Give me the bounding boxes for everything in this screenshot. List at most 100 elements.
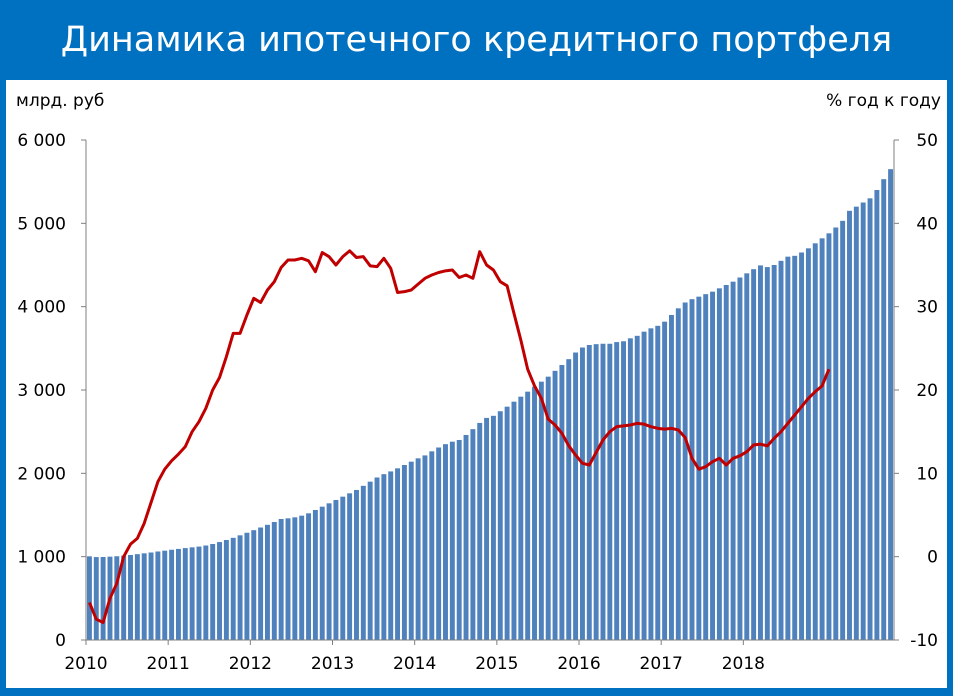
portfolio-bar	[785, 256, 791, 640]
portfolio-bar	[429, 451, 435, 640]
portfolio-bar	[689, 299, 695, 640]
portfolio-bar	[655, 325, 661, 640]
portfolio-bar	[477, 422, 483, 640]
portfolio-bar	[778, 260, 784, 640]
right-tick-label: 40	[916, 214, 938, 234]
portfolio-bar	[812, 243, 818, 640]
portfolio-bar	[148, 552, 154, 640]
portfolio-bar	[292, 517, 298, 640]
portfolio-bar	[758, 265, 763, 640]
portfolio-bar	[128, 555, 133, 640]
portfolio-bars	[86, 169, 894, 641]
chart-title: Динамика ипотечного кредитного портфеля	[60, 20, 893, 60]
portfolio-bar	[532, 386, 537, 640]
portfolio-bar	[354, 490, 359, 640]
portfolio-bar	[552, 370, 558, 640]
portfolio-bar	[312, 510, 318, 640]
right-tick-labels: -10 0 10 20 30 40 50	[910, 131, 938, 651]
right-tick-label: 0	[927, 548, 938, 568]
portfolio-bar	[347, 493, 353, 640]
portfolio-bar	[614, 342, 620, 640]
portfolio-bar	[751, 269, 757, 640]
portfolio-bar	[264, 524, 270, 640]
portfolio-bar	[607, 343, 613, 640]
portfolio-bar	[888, 169, 894, 641]
portfolio-bar	[326, 503, 332, 640]
portfolio-bar	[470, 429, 476, 640]
portfolio-bar	[504, 406, 510, 640]
portfolio-bar	[114, 556, 120, 640]
axes	[81, 139, 899, 645]
portfolio-bar	[456, 440, 462, 640]
portfolio-bar	[668, 315, 674, 640]
portfolio-bar	[169, 549, 175, 640]
portfolio-bar	[648, 328, 654, 640]
portfolio-bar	[436, 447, 442, 640]
portfolio-bar	[271, 522, 277, 640]
x-tick-label: 2016	[557, 654, 600, 674]
portfolio-bar	[189, 547, 195, 640]
portfolio-bar	[737, 277, 743, 640]
portfolio-bar	[443, 444, 448, 640]
portfolio-bar	[251, 530, 257, 640]
left-tick-label: 5 000	[17, 214, 66, 234]
portfolio-bar	[833, 227, 839, 640]
x-tick-label: 2018	[722, 654, 765, 674]
portfolio-bar	[196, 546, 202, 640]
portfolio-bar	[484, 417, 490, 640]
portfolio-bar	[518, 396, 524, 640]
portfolio-bar	[490, 415, 496, 640]
portfolio-bar	[716, 288, 722, 640]
portfolio-bar	[203, 545, 209, 640]
portfolio-bar	[217, 542, 222, 640]
portfolio-bar	[230, 537, 236, 640]
portfolio-bar	[182, 548, 188, 640]
portfolio-bar	[175, 548, 181, 640]
portfolio-bar	[299, 515, 305, 640]
portfolio-bar	[723, 285, 729, 640]
portfolio-bar	[826, 233, 832, 640]
portfolio-bar	[258, 527, 264, 640]
x-tick-label: 2014	[393, 654, 436, 674]
portfolio-bar	[525, 391, 531, 640]
portfolio-bar	[874, 190, 880, 640]
portfolio-bar	[586, 345, 592, 640]
portfolio-bar	[278, 519, 284, 640]
portfolio-bar	[210, 544, 216, 640]
combo-chart: 0 1 000 2 000 3 000 4 000 5 000 6 000 -10 0 10 20…	[17, 131, 938, 674]
portfolio-bar	[395, 468, 401, 640]
portfolio-bar	[155, 551, 161, 640]
portfolio-bar	[162, 550, 168, 640]
portfolio-bar	[141, 553, 147, 640]
portfolio-bar	[374, 477, 380, 640]
portfolio-bar	[559, 365, 565, 640]
portfolio-bar	[853, 206, 859, 641]
portfolio-bar	[237, 535, 243, 640]
left-tick-labels: 0 1 000 2 000 3 000 4 000 5 000 6 000	[17, 131, 66, 651]
left-axis-unit-label: млрд. руб	[16, 91, 105, 111]
portfolio-bar	[244, 532, 250, 640]
portfolio-bar	[408, 461, 414, 640]
portfolio-bar	[538, 381, 544, 640]
yoy-growth-line	[88, 249, 831, 624]
portfolio-bar	[792, 255, 798, 640]
portfolio-bar	[319, 506, 325, 640]
portfolio-bar	[621, 341, 626, 640]
portfolio-bar	[819, 238, 825, 640]
portfolio-bar	[497, 411, 503, 640]
portfolio-bar	[306, 513, 312, 640]
portfolio-bar	[86, 556, 92, 640]
portfolio-bar	[573, 352, 579, 640]
portfolio-bar	[634, 335, 640, 640]
portfolio-bar	[463, 435, 469, 640]
portfolio-bar	[600, 343, 606, 640]
right-tick-label: 50	[916, 131, 938, 151]
left-tick-label: 2 000	[17, 464, 66, 484]
portfolio-bar	[566, 359, 572, 640]
portfolio-bar	[730, 281, 736, 640]
chart-panel: млрд. руб % год к году 0 1 000 2 000 3 000 4…	[6, 80, 947, 688]
left-tick-label: 1 000	[17, 548, 66, 568]
portfolio-bar	[134, 554, 140, 640]
portfolio-bar	[627, 338, 633, 640]
